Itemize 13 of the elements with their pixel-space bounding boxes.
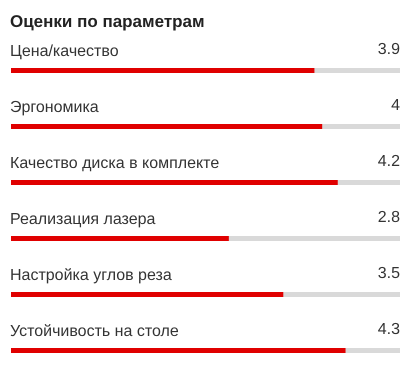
y-tick-label: Устойчивость на столе <box>10 323 179 340</box>
y-tick-label: Цена/качество <box>10 43 119 60</box>
data-label: 4.2 <box>378 153 400 170</box>
y-tick-label: Настройка углов реза <box>10 267 172 284</box>
data-label: 3.5 <box>378 265 400 282</box>
data-label: 4 <box>391 97 400 114</box>
data-label: 4.3 <box>378 321 400 338</box>
data-label: 2.8 <box>378 209 400 226</box>
data-label: 3.9 <box>378 41 400 58</box>
y-tick-label: Качество диска в комплекте <box>10 155 220 172</box>
y-tick-label: Эргономика <box>10 99 99 116</box>
y-tick-label: Реализация лазера <box>10 211 156 228</box>
chart-title: Оценки по параметрам <box>9 11 206 33</box>
